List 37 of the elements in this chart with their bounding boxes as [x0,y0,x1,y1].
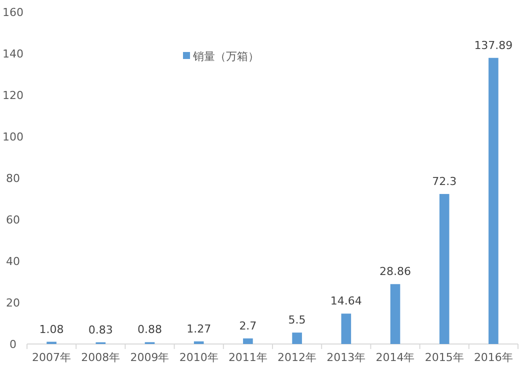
bar [292,332,302,344]
legend-label: 销量（万箱） [192,50,259,63]
bar [243,338,253,344]
x-tick-label: 2007年 [32,351,72,364]
data-label: 72.3 [432,174,457,188]
x-tick-label: 2012年 [278,351,317,364]
y-tick-label: 0 [10,338,16,351]
y-tick-label: 120 [2,88,24,102]
y-tick-label: 140 [2,47,24,60]
x-tick-label: 2015年 [424,351,464,364]
x-tick-label: 2014年 [376,351,415,364]
data-label: 1.27 [186,322,212,336]
y-tick-label: 20 [6,296,20,310]
data-label: 0.83 [88,323,113,336]
y-tick-label: 60 [6,213,20,226]
data-label: 14.64 [330,294,362,308]
x-tick-label: 2010年 [179,351,218,364]
bar [341,314,352,344]
data-label: 137.89 [474,38,513,52]
x-tick-label: 2009年 [130,351,170,364]
x-tick-label: 2013年 [326,351,366,364]
bar [488,58,498,344]
data-label: 2.7 [239,319,257,332]
y-tick-label: 100 [2,130,24,144]
bar [390,284,400,344]
y-tick-label: 40 [6,254,20,268]
y-tick-label: 160 [2,6,24,19]
x-tick-label: 2011年 [228,351,268,364]
data-label: 1.08 [39,322,64,336]
data-label: 28.86 [380,265,411,278]
bar [439,194,450,344]
y-tick-label: 80 [6,172,20,185]
data-label: 0.88 [138,323,162,336]
data-label: 5.5 [288,314,306,327]
x-tick-label: 2016年 [474,351,513,364]
x-tick-label: 2008年 [81,351,120,364]
bar [194,341,204,344]
